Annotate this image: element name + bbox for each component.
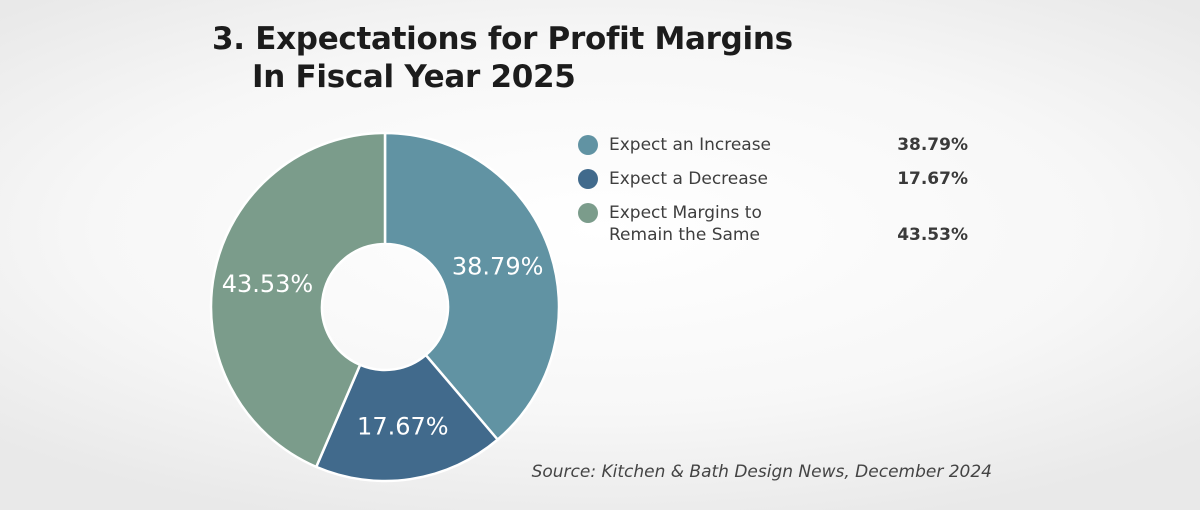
slice-label-same: 43.53% bbox=[222, 270, 314, 298]
legend-item-same: Expect Margins to Remain the Same 43.53% bbox=[578, 202, 978, 246]
slice-label-decrease: 17.67% bbox=[357, 413, 449, 441]
legend-item-decrease: Expect a Decrease 17.67% bbox=[578, 168, 978, 190]
legend-swatch-increase bbox=[578, 135, 598, 155]
legend-item-increase: Expect an Increase 38.79% bbox=[578, 134, 978, 156]
slice-label-increase: 38.79% bbox=[452, 253, 544, 281]
legend-swatch-same bbox=[578, 203, 598, 223]
legend-swatch-decrease bbox=[578, 169, 598, 189]
legend-label-same: Expect Margins to Remain the Same bbox=[609, 203, 762, 245]
donut-slice-increase bbox=[383, 131, 561, 441]
legend-value-increase: 38.79% bbox=[897, 135, 968, 155]
donut-slice-same bbox=[209, 131, 387, 469]
chart-title-line-2: In Fiscal Year 2025 bbox=[252, 59, 576, 95]
legend-value-same: 43.53% bbox=[897, 225, 968, 245]
legend-label-decrease: Expect a Decrease bbox=[609, 169, 768, 189]
chart-title-line-1: 3. Expectations for Profit Margins bbox=[212, 21, 793, 57]
legend-value-decrease: 17.67% bbox=[897, 169, 968, 189]
chart-title: 3. Expectations for Profit Margins In Fi… bbox=[212, 20, 793, 96]
legend: Expect an Increase 38.79% Expect a Decre… bbox=[578, 134, 978, 258]
legend-label-increase: Expect an Increase bbox=[609, 135, 772, 155]
donut-slice-decrease bbox=[314, 353, 499, 483]
source-note: Source: Kitchen & Bath Design News, Dece… bbox=[531, 462, 992, 482]
donut-chart: 38.79% 17.67% 43.53% bbox=[209, 131, 561, 483]
